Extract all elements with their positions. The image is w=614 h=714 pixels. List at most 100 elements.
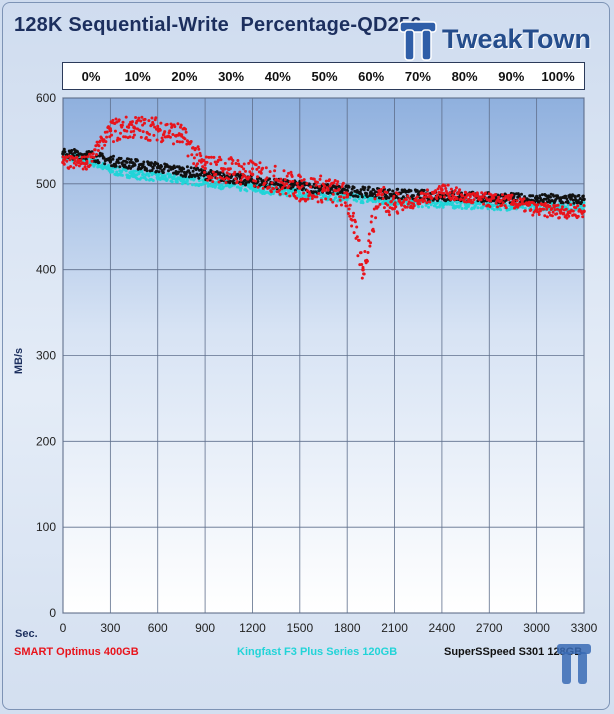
data-point xyxy=(385,191,389,194)
data-point xyxy=(143,121,146,125)
data-point xyxy=(488,205,492,209)
data-point xyxy=(561,201,565,205)
data-point xyxy=(131,136,135,139)
percent-label: 20% xyxy=(171,69,198,84)
data-point xyxy=(356,254,360,258)
data-point xyxy=(261,186,265,190)
data-point xyxy=(369,241,372,245)
data-point xyxy=(370,214,374,218)
data-point xyxy=(124,169,128,173)
data-point xyxy=(110,133,114,137)
data-point xyxy=(163,130,167,134)
data-point xyxy=(468,192,472,196)
data-point xyxy=(439,195,443,199)
y-tick-label: 600 xyxy=(36,91,56,105)
data-point xyxy=(240,175,244,179)
data-point xyxy=(218,171,222,175)
data-point xyxy=(103,162,107,166)
percent-label: 10% xyxy=(124,69,151,84)
data-point xyxy=(268,177,271,181)
data-point xyxy=(238,175,242,179)
data-point xyxy=(137,172,141,176)
percentage-bar: 0% 10% 20% 30% 40% 50% 60% 70% 80% 90% 100% xyxy=(62,62,585,90)
x-tick-label: 3300 xyxy=(571,621,598,635)
data-point xyxy=(572,201,576,205)
data-point xyxy=(562,211,566,215)
data-point xyxy=(320,200,324,204)
data-point xyxy=(258,161,262,165)
data-point xyxy=(112,154,115,158)
data-point xyxy=(551,210,555,214)
data-point xyxy=(353,220,357,224)
data-point xyxy=(359,188,363,192)
data-point xyxy=(484,191,487,195)
data-point xyxy=(270,181,274,185)
data-point xyxy=(102,156,106,160)
data-point xyxy=(531,194,535,198)
data-point xyxy=(561,205,564,209)
series-point xyxy=(321,194,326,198)
data-point xyxy=(257,165,261,169)
data-point xyxy=(543,214,547,218)
series-point xyxy=(463,195,468,200)
data-point xyxy=(247,175,251,179)
data-point xyxy=(167,169,170,173)
data-point xyxy=(186,154,190,158)
data-point xyxy=(182,167,186,171)
data-point xyxy=(145,169,149,173)
data-point xyxy=(185,165,189,169)
data-point xyxy=(123,163,127,167)
data-point xyxy=(194,164,198,168)
data-point xyxy=(175,180,179,184)
y-tick-label: 300 xyxy=(36,349,56,363)
data-point xyxy=(160,136,164,140)
data-point xyxy=(312,177,316,181)
data-point xyxy=(360,195,364,199)
data-point xyxy=(100,146,104,150)
data-point xyxy=(360,263,364,266)
data-point xyxy=(523,209,527,213)
data-point xyxy=(300,194,304,198)
data-point xyxy=(522,197,526,201)
data-point xyxy=(196,145,200,149)
data-point xyxy=(552,194,556,198)
series-point xyxy=(440,188,444,192)
data-point xyxy=(171,133,175,136)
data-point xyxy=(292,183,296,187)
data-point xyxy=(242,167,246,171)
data-point xyxy=(183,137,187,141)
data-point xyxy=(285,194,289,198)
data-point xyxy=(272,174,276,178)
data-point xyxy=(504,206,508,210)
data-point xyxy=(179,123,183,127)
data-point xyxy=(465,200,468,204)
data-point xyxy=(455,197,459,201)
data-point xyxy=(473,204,477,208)
data-point xyxy=(196,162,199,166)
data-point xyxy=(374,216,378,220)
data-point xyxy=(141,130,145,134)
data-point xyxy=(523,206,527,210)
data-point xyxy=(259,171,263,175)
data-point xyxy=(168,173,172,177)
y-axis-label: MB/s xyxy=(13,347,26,375)
data-point xyxy=(128,135,132,139)
data-point xyxy=(269,192,273,196)
data-point xyxy=(190,153,194,157)
data-point xyxy=(224,181,228,185)
data-point xyxy=(79,158,83,162)
data-point xyxy=(124,115,128,119)
data-point xyxy=(207,155,211,159)
data-point xyxy=(88,152,91,156)
data-point xyxy=(318,177,322,181)
data-point xyxy=(316,200,320,204)
data-point xyxy=(239,182,242,186)
data-point xyxy=(334,189,338,193)
data-point xyxy=(170,180,174,184)
y-tick-label: 200 xyxy=(36,434,56,448)
data-point xyxy=(283,178,287,182)
data-point xyxy=(148,138,152,142)
data-point xyxy=(336,192,340,196)
data-point xyxy=(111,170,115,173)
data-point xyxy=(117,161,121,165)
